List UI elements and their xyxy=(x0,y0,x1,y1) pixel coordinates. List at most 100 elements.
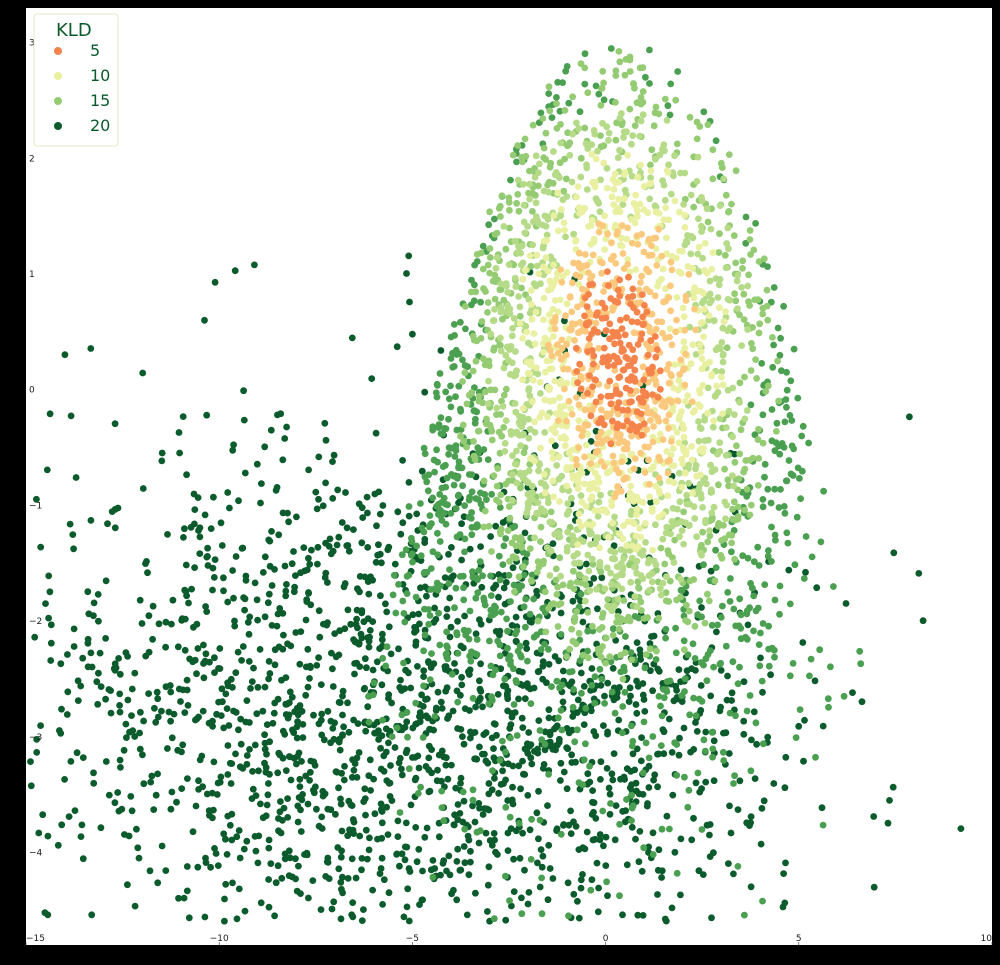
scatter-point xyxy=(649,546,656,554)
scatter-point xyxy=(719,748,727,756)
scatter-point xyxy=(511,237,519,245)
scatter-point xyxy=(692,351,700,358)
scatter-point xyxy=(597,132,604,140)
scatter-point xyxy=(655,474,663,482)
scatter-point xyxy=(787,377,795,385)
scatter-point xyxy=(557,609,565,617)
scatter-point xyxy=(251,741,259,749)
scatter-point xyxy=(780,444,788,451)
scatter-point xyxy=(646,195,654,203)
scatter-point xyxy=(663,167,671,175)
scatter-point xyxy=(756,662,764,670)
scatter-point xyxy=(554,583,562,591)
scatter-point xyxy=(772,536,779,544)
scatter-point xyxy=(418,467,426,475)
scatter-point xyxy=(699,528,706,536)
scatter-point xyxy=(408,550,416,558)
scatter-point xyxy=(561,402,568,410)
scatter-point xyxy=(575,125,583,132)
scatter-point xyxy=(521,135,529,143)
scatter-point xyxy=(458,681,466,689)
scatter-point xyxy=(813,584,821,592)
scatter-point xyxy=(224,742,232,749)
scatter-point xyxy=(628,172,636,180)
scatter-point xyxy=(456,573,464,580)
scatter-point xyxy=(633,99,641,107)
scatter-point xyxy=(412,824,420,831)
scatter-point xyxy=(447,382,454,390)
scatter-point xyxy=(87,517,95,524)
scatter-point xyxy=(589,560,597,568)
scatter-point xyxy=(633,557,641,565)
scatter-point xyxy=(736,663,743,671)
scatter-point xyxy=(273,622,281,630)
scatter-point xyxy=(107,687,114,694)
scatter-point xyxy=(731,555,738,563)
scatter-point xyxy=(637,757,645,765)
scatter-point xyxy=(241,606,249,614)
scatter-point xyxy=(247,685,254,692)
scatter-point xyxy=(610,186,618,193)
scatter-point xyxy=(201,316,208,324)
scatter-point xyxy=(299,721,307,728)
scatter-point xyxy=(554,78,562,86)
scatter-point xyxy=(644,559,652,567)
scatter-point xyxy=(452,443,459,451)
scatter-point xyxy=(649,733,657,740)
scatter-point xyxy=(649,363,656,371)
scatter-point xyxy=(509,325,516,332)
scatter-point xyxy=(704,121,712,129)
scatter-point xyxy=(563,464,571,471)
scatter-point xyxy=(383,608,391,616)
scatter-point xyxy=(694,769,702,777)
scatter-point xyxy=(268,622,276,629)
scatter-point xyxy=(314,560,321,568)
scatter-point xyxy=(486,254,494,261)
scatter-point xyxy=(154,879,162,887)
scatter-point xyxy=(637,279,644,286)
scatter-point xyxy=(570,890,578,898)
scatter-point xyxy=(27,758,34,765)
scatter-point xyxy=(415,845,423,853)
scatter-point xyxy=(736,398,743,406)
scatter-point xyxy=(354,720,362,727)
scatter-point xyxy=(122,720,130,728)
scatter-point xyxy=(453,858,461,865)
scatter-point xyxy=(665,216,673,224)
scatter-point xyxy=(445,450,452,458)
scatter-point xyxy=(568,625,575,633)
scatter-point xyxy=(714,621,721,629)
scatter-point xyxy=(600,421,608,429)
scatter-point xyxy=(573,608,580,616)
scatter-point xyxy=(621,331,629,339)
scatter-point xyxy=(532,199,540,207)
scatter-point xyxy=(261,745,269,753)
scatter-point xyxy=(630,80,637,87)
scatter-point xyxy=(633,505,641,513)
scatter-point xyxy=(461,612,468,620)
scatter-point xyxy=(790,445,797,453)
scatter-point xyxy=(736,450,744,458)
scatter-point xyxy=(490,472,498,479)
scatter-point xyxy=(595,884,602,892)
scatter-point xyxy=(685,270,693,278)
scatter-point xyxy=(728,697,735,704)
scatter-point xyxy=(754,482,762,489)
scatter-point xyxy=(278,874,286,882)
scatter-point xyxy=(366,627,374,634)
scatter-point xyxy=(568,678,576,686)
scatter-point xyxy=(734,271,742,279)
scatter-point xyxy=(78,821,86,829)
scatter-point xyxy=(581,251,589,258)
scatter-point xyxy=(344,542,352,549)
scatter-point xyxy=(538,910,546,918)
scatter-point xyxy=(563,300,571,308)
scatter-point xyxy=(717,614,725,621)
scatter-point xyxy=(522,639,530,647)
legend-label: 10 xyxy=(90,66,110,85)
scatter-point xyxy=(261,443,269,451)
scatter-point xyxy=(447,623,455,631)
scatter-point xyxy=(209,564,217,572)
scatter-point xyxy=(524,792,532,799)
scatter-point xyxy=(93,678,101,686)
